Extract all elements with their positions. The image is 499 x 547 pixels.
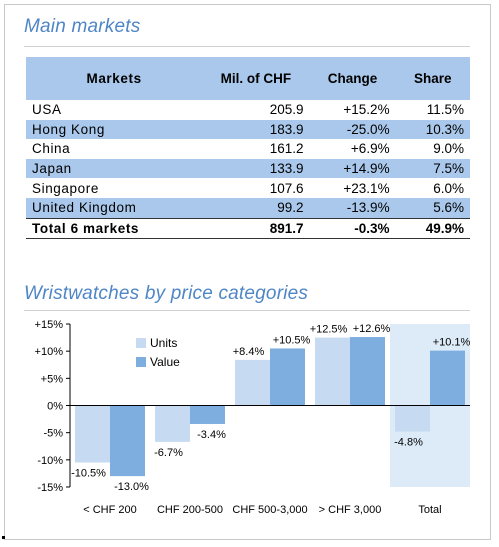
table-row: Japan 133.9 +14.9% 7.5% bbox=[26, 158, 470, 179]
bar-units bbox=[235, 359, 270, 406]
cell-change: -25.0% bbox=[309, 119, 396, 140]
cell-value: 99.2 bbox=[202, 197, 310, 219]
y-tick-label: -5% bbox=[43, 428, 63, 440]
y-tick-label: +5% bbox=[41, 373, 64, 385]
x-category-label: Total bbox=[418, 504, 441, 516]
data-label: -13.0% bbox=[114, 481, 149, 493]
cell-total-market: Total 6 markets bbox=[26, 217, 203, 240]
cell-value: 183.9 bbox=[202, 119, 310, 140]
header-share: Share bbox=[395, 57, 470, 100]
bar-value bbox=[190, 405, 225, 424]
y-tick-label: -15% bbox=[37, 482, 63, 494]
bar-units bbox=[75, 405, 110, 463]
title-divider bbox=[24, 46, 470, 47]
cell-total-share: 49.9% bbox=[395, 217, 470, 240]
cell-share: 5.6% bbox=[395, 197, 470, 219]
data-label: +12.5% bbox=[310, 324, 348, 336]
data-label: +10.5% bbox=[273, 334, 311, 346]
data-label: -10.5% bbox=[71, 468, 106, 480]
bar-units bbox=[315, 337, 350, 406]
cell-value: 161.2 bbox=[269, 141, 304, 157]
legend-label-units: Units bbox=[150, 336, 177, 350]
x-category-label: CHF 200-500 bbox=[157, 504, 223, 516]
cell-change: -13.9% bbox=[309, 197, 396, 219]
cell-share: 11.5% bbox=[426, 102, 464, 118]
cell-share: 6.0% bbox=[433, 180, 464, 196]
x-category-label: < CHF 200 bbox=[83, 504, 137, 516]
bar-value bbox=[270, 348, 305, 406]
y-tick-label: 0% bbox=[47, 401, 63, 413]
price-categories-chart: +15% +10% +5% 0% -5% -10% -15% -10.5% -13.0% < CH… bbox=[35, 319, 471, 516]
main-markets-title: Main markets bbox=[24, 16, 141, 37]
cell-value: 205.9 bbox=[269, 102, 304, 118]
data-label: +8.4% bbox=[233, 346, 265, 358]
cell-total-value: 891.7 bbox=[202, 217, 310, 240]
data-label: -3.4% bbox=[197, 429, 226, 441]
markets-table: Markets Mil. of CHF Change Share USA 205… bbox=[26, 57, 470, 240]
bar-units bbox=[155, 405, 190, 442]
bar-units bbox=[395, 405, 430, 432]
cell-market: China bbox=[32, 141, 71, 157]
table-row: China 161.2 +6.9% 9.0% bbox=[26, 139, 470, 159]
chart-title-divider bbox=[24, 310, 470, 311]
cell-value: 107.6 bbox=[269, 180, 304, 196]
table-header-row: Markets Mil. of CHF Change Share bbox=[26, 57, 470, 100]
cell-change: +15.2% bbox=[343, 102, 390, 118]
cell-change: +6.9% bbox=[350, 141, 390, 157]
table-row: Hong Kong 183.9 -25.0% 10.3% bbox=[26, 119, 470, 140]
table-row: Singapore 107.6 +23.1% 6.0% bbox=[26, 178, 470, 198]
cell-market: United Kingdom bbox=[26, 197, 203, 219]
stray-dot bbox=[2, 536, 5, 539]
table-row: USA 205.9 +15.2% 11.5% bbox=[26, 100, 470, 120]
table-total-row: Total 6 markets 891.7 -0.3% 49.9% bbox=[26, 217, 470, 240]
cell-market: Hong Kong bbox=[26, 119, 203, 140]
cell-total-change: -0.3% bbox=[309, 217, 396, 240]
data-label: -4.8% bbox=[394, 437, 423, 449]
x-category-label: > CHF 3,000 bbox=[319, 504, 382, 516]
header-mil-chf: Mil. of CHF bbox=[202, 57, 310, 100]
price-categories-title: Wristwatches by price categories bbox=[24, 283, 309, 304]
y-tick-label: +10% bbox=[35, 346, 64, 358]
bar-value bbox=[110, 405, 145, 477]
legend-swatch-value bbox=[136, 357, 146, 367]
table-row: United Kingdom 99.2 -13.9% 5.6% bbox=[26, 197, 470, 219]
cell-market: Japan bbox=[26, 158, 203, 179]
cell-market: USA bbox=[32, 102, 62, 118]
legend-label-value: Value bbox=[150, 355, 180, 369]
cell-share: 7.5% bbox=[395, 158, 470, 179]
data-label: -6.7% bbox=[154, 447, 183, 459]
y-tick-label: -10% bbox=[37, 455, 63, 467]
cell-market: Singapore bbox=[32, 180, 99, 196]
legend-swatch-units bbox=[136, 338, 146, 348]
cell-value: 133.9 bbox=[202, 158, 310, 179]
y-tick-label: +15% bbox=[35, 319, 64, 331]
data-label: +10.1% bbox=[433, 337, 471, 349]
cell-share: 10.3% bbox=[395, 119, 470, 140]
bar-value bbox=[430, 350, 465, 406]
cell-change: +14.9% bbox=[309, 158, 396, 179]
header-markets: Markets bbox=[26, 57, 203, 100]
data-label: +12.6% bbox=[353, 323, 391, 335]
bar-value bbox=[350, 337, 385, 406]
x-category-label: CHF 500-3,000 bbox=[232, 504, 307, 516]
cell-share: 9.0% bbox=[433, 141, 464, 157]
header-change: Change bbox=[309, 57, 396, 100]
cell-change: +23.1% bbox=[343, 180, 390, 196]
